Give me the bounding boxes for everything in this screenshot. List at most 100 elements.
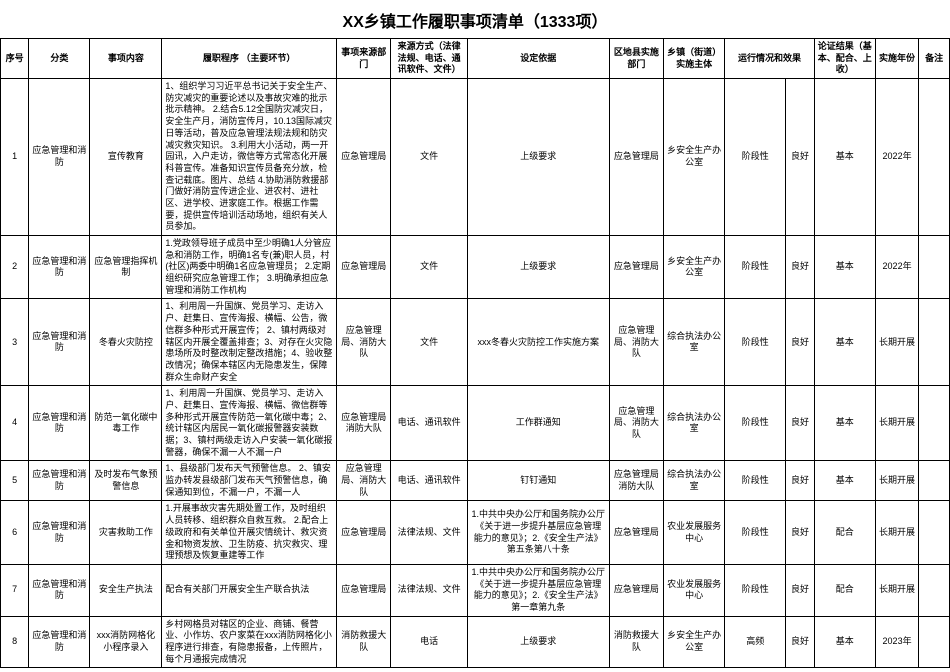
cell-dept: 消防救援大队 (336, 616, 391, 668)
col-district: 区地县实施部门 (609, 39, 664, 79)
cell-run: 阶段性 (725, 79, 786, 236)
cell-item: 宣传教育 (90, 79, 162, 236)
cell-cat: 应急管理和消防 (29, 386, 90, 461)
cell-district: 应急管理局 (609, 236, 664, 299)
cell-basis: 上级要求 (467, 616, 609, 668)
cell-result: 基本 (814, 299, 875, 386)
col-result: 论证结果（基本、配合、上收） (814, 39, 875, 79)
data-table: 序号 分类 事项内容 履职程序 （主要环节） 事项来源部门 来源方式（法律法规、… (0, 38, 950, 668)
cell-proc: 1.开展事故灾害先期处置工作，及时组织人员转移、组织群众自救互救。 2.配合上级… (162, 501, 337, 564)
cell-result: 基本 (814, 79, 875, 236)
cell-year: 长期开展 (875, 299, 919, 386)
col-remark: 备注 (919, 39, 950, 79)
cell-seq: 1 (1, 79, 29, 236)
col-run: 运行情况和效果 (725, 39, 814, 79)
col-cat: 分类 (29, 39, 90, 79)
cell-seq: 6 (1, 501, 29, 564)
cell-result: 基本 (814, 386, 875, 461)
cell-proc: 配合有关部门开展安全生产联合执法 (162, 564, 337, 616)
cell-dept: 应急管理局 (336, 79, 391, 236)
cell-remark (919, 236, 950, 299)
table-row: 2应急管理和消防应急管理指挥机制1.党政领导班子成员中至少明确1人分管应急和消防… (1, 236, 950, 299)
cell-basis: xxx冬春火灾防控工作实施方案 (467, 299, 609, 386)
cell-town: 综合执法办公室 (664, 386, 725, 461)
cell-item: xxx消防网格化小程序录入 (90, 616, 162, 668)
cell-dept: 应急管理局 (336, 236, 391, 299)
cell-result: 基本 (814, 236, 875, 299)
cell-run: 阶段性 (725, 299, 786, 386)
cell-cat: 应急管理和消防 (29, 236, 90, 299)
cell-year: 2022年 (875, 79, 919, 236)
cell-basis: 钉钉通知 (467, 461, 609, 501)
cell-cat: 应急管理和消防 (29, 299, 90, 386)
cell-proc: 1、利用周一升国旗、党员学习、走访入户、赶集日、宣传海报、横幅、微信群等多种形式… (162, 386, 337, 461)
cell-remark (919, 564, 950, 616)
cell-run: 阶段性 (725, 564, 786, 616)
cell-eff: 良好 (786, 386, 814, 461)
cell-run: 阶段性 (725, 386, 786, 461)
cell-cat: 应急管理和消防 (29, 616, 90, 668)
cell-basis: 1.中共中央办公厅和国务院办公厅《关于进一步提升基层应急管理能力的意见》；2.《… (467, 564, 609, 616)
cell-seq: 7 (1, 564, 29, 616)
col-dept: 事项来源部门 (336, 39, 391, 79)
cell-year: 长期开展 (875, 386, 919, 461)
cell-town: 综合执法办公室 (664, 461, 725, 501)
col-item: 事项内容 (90, 39, 162, 79)
cell-proc: 1、县级部门发布天气预警信息。 2、镇安监办转发县级部门发布天气预警信息，确保通… (162, 461, 337, 501)
page-title: XX乡镇工作履职事项清单（1333项） (0, 0, 950, 38)
cell-proc: 乡村网格员对辖区的企业、商铺、餐营业、小作坊、农户家菜在xxx消防网格化小程序进… (162, 616, 337, 668)
cell-town: 农业发展服务中心 (664, 501, 725, 564)
table-row: 7应急管理和消防安全生产执法配合有关部门开展安全生产联合执法应急管理局法律法规、… (1, 564, 950, 616)
col-year: 实施年份 (875, 39, 919, 79)
cell-district: 应急管理局消防大队 (609, 461, 664, 501)
cell-remark (919, 386, 950, 461)
table-row: 4应急管理和消防防范一氧化碳中毒工作1、利用周一升国旗、党员学习、走访入户、赶集… (1, 386, 950, 461)
cell-method: 文件 (391, 79, 467, 236)
cell-year: 长期开展 (875, 461, 919, 501)
cell-run: 阶段性 (725, 461, 786, 501)
cell-proc: 1.党政领导班子成员中至少明确1人分管应急和消防工作，明确1名专(兼)职人员，村… (162, 236, 337, 299)
cell-item: 安全生产执法 (90, 564, 162, 616)
cell-eff: 良好 (786, 236, 814, 299)
cell-proc: 1、组织学习习近平总书记关于安全生产、防灾减灾的重要论述以及事故灾难的批示批示精… (162, 79, 337, 236)
cell-town: 乡安全生产办公室 (664, 236, 725, 299)
cell-result: 基本 (814, 461, 875, 501)
cell-district: 应急管理局 (609, 79, 664, 236)
cell-cat: 应急管理和消防 (29, 564, 90, 616)
cell-year: 2023年 (875, 616, 919, 668)
cell-item: 冬春火灾防控 (90, 299, 162, 386)
cell-result: 基本 (814, 616, 875, 668)
cell-item: 及时发布气象预警信息 (90, 461, 162, 501)
col-basis: 设定依据 (467, 39, 609, 79)
cell-eff: 良好 (786, 461, 814, 501)
cell-district: 消防救援大队 (609, 616, 664, 668)
col-method: 来源方式（法律法规、电话、通讯软件、文件） (391, 39, 467, 79)
cell-run: 高频 (725, 616, 786, 668)
cell-seq: 3 (1, 299, 29, 386)
cell-method: 文件 (391, 236, 467, 299)
cell-item: 应急管理指挥机制 (90, 236, 162, 299)
cell-method: 文件 (391, 299, 467, 386)
cell-town: 乡安全生产办公室 (664, 79, 725, 236)
cell-district: 应急管理局 (609, 564, 664, 616)
cell-eff: 良好 (786, 501, 814, 564)
cell-remark (919, 79, 950, 236)
cell-eff: 良好 (786, 299, 814, 386)
cell-item: 防范一氧化碳中毒工作 (90, 386, 162, 461)
cell-eff: 良好 (786, 616, 814, 668)
cell-remark (919, 299, 950, 386)
cell-item: 灾害救助工作 (90, 501, 162, 564)
cell-dept: 应急管理局 (336, 501, 391, 564)
cell-run: 阶段性 (725, 501, 786, 564)
cell-dept: 应急管理局、消防大队 (336, 461, 391, 501)
cell-dept: 应急管理局消防大队 (336, 386, 391, 461)
cell-district: 应急管理局 (609, 501, 664, 564)
cell-eff: 良好 (786, 79, 814, 236)
cell-seq: 4 (1, 386, 29, 461)
cell-method: 电话、通讯软件 (391, 461, 467, 501)
cell-seq: 2 (1, 236, 29, 299)
cell-remark (919, 501, 950, 564)
table-row: 5应急管理和消防及时发布气象预警信息1、县级部门发布天气预警信息。 2、镇安监办… (1, 461, 950, 501)
cell-cat: 应急管理和消防 (29, 501, 90, 564)
cell-cat: 应急管理和消防 (29, 79, 90, 236)
